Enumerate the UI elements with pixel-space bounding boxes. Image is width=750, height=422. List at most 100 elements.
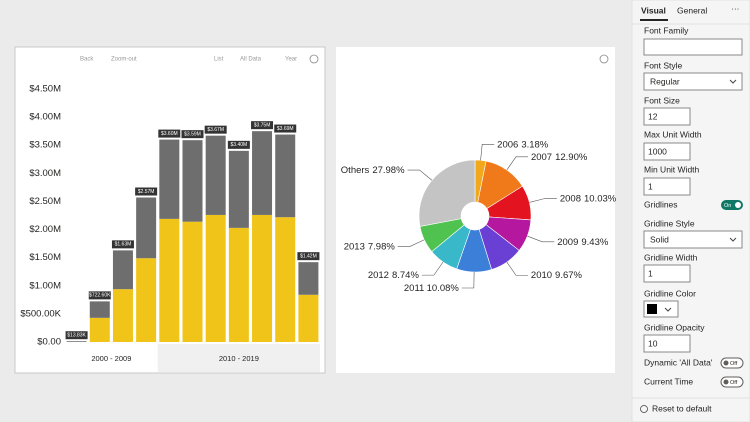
- leader-line: [506, 261, 528, 276]
- toggle-knob: [723, 360, 729, 366]
- leader-line: [480, 144, 495, 161]
- label: Max Unit Width: [644, 129, 702, 139]
- bar-segment: [298, 294, 319, 342]
- label: Min Unit Width: [644, 164, 700, 174]
- bar-segment: [228, 227, 249, 342]
- toolbar-list[interactable]: List: [214, 57, 224, 63]
- total-label-bg: [227, 140, 250, 149]
- bar-segment: [159, 218, 180, 342]
- slice-label: 2011 10.08%: [404, 283, 460, 294]
- label: Gridline Color: [644, 288, 696, 298]
- total-label: $3.40M: [231, 142, 248, 148]
- total-label: $3.67M: [207, 127, 224, 133]
- toolbar-zoom-out[interactable]: Zoom-out: [111, 57, 137, 63]
- toolbar-all-data[interactable]: All Data: [240, 57, 262, 63]
- label: Gridline Style: [644, 218, 695, 228]
- bar-segment: [159, 139, 180, 219]
- leader-line: [527, 235, 555, 243]
- y-tick-label: $1.00M: [29, 280, 61, 291]
- info-icon[interactable]: [309, 54, 319, 64]
- toggle-value: On: [724, 203, 731, 209]
- bar-segment: [136, 258, 157, 342]
- dropdown[interactable]: [643, 72, 743, 91]
- spinner[interactable]: [643, 107, 691, 126]
- spinner[interactable]: [643, 334, 691, 353]
- more-icon[interactable]: ···: [731, 3, 740, 13]
- slice-value: 7.98%: [368, 241, 395, 252]
- label: Font Style: [644, 60, 683, 70]
- bar-segment: [275, 217, 296, 342]
- total-label-bg: [297, 252, 320, 261]
- group-label: 2010 - 2019: [219, 354, 259, 363]
- slice-name: 2009: [557, 236, 578, 247]
- slice-name: 2008: [560, 193, 581, 204]
- toggle[interactable]: [720, 376, 744, 388]
- spinner[interactable]: [643, 177, 691, 196]
- slice-label: 2012 8.74%: [368, 270, 420, 281]
- slice-label: 2007 12.90%: [531, 151, 588, 162]
- total-label: $13.83K: [67, 333, 86, 339]
- total-label: $3.59M: [184, 131, 201, 137]
- toggle-knob: [723, 379, 729, 385]
- dropdown-value: Regular: [650, 76, 680, 86]
- y-tick-label: $1.50M: [29, 252, 61, 263]
- bar-segment: [89, 317, 110, 342]
- bar-segment: [66, 341, 87, 342]
- bar-segment: [252, 131, 273, 215]
- color-swatch: [647, 304, 657, 314]
- total-label: $1.63M: [115, 242, 132, 248]
- toggle-value: Off: [730, 380, 738, 386]
- y-tick-label: $3.50M: [29, 140, 61, 151]
- total-label-bg: [181, 130, 204, 139]
- bar-segment: [205, 214, 226, 342]
- bar-segment: [89, 301, 110, 318]
- dropdown[interactable]: [643, 230, 743, 249]
- leader-line: [461, 271, 475, 289]
- bar-segment: [182, 140, 203, 222]
- total-label-bg: [204, 125, 227, 134]
- help-icon[interactable]: [599, 54, 609, 64]
- tab-visual[interactable]: Visual: [641, 5, 666, 15]
- bar-segment: [252, 214, 273, 342]
- dropdown-value: Solid: [650, 234, 669, 244]
- toolbar-back[interactable]: Back: [80, 57, 94, 63]
- slice-name: Others: [341, 165, 370, 176]
- pie-hole: [461, 202, 489, 230]
- slice-name: 2010: [531, 270, 552, 281]
- toolbar-year[interactable]: Year: [285, 57, 297, 63]
- slice-label: 2008 10.03%: [560, 193, 617, 204]
- y-tick-label: $500.00K: [20, 308, 61, 319]
- total-label: $2.57M: [138, 189, 155, 195]
- slice-value: 9.43%: [581, 236, 608, 247]
- total-label-bg: [111, 240, 134, 249]
- slice-value: 10.08%: [427, 283, 460, 294]
- total-label-bg: [88, 291, 111, 300]
- total-label-bg: [251, 121, 274, 130]
- y-tick-label: $4.50M: [29, 84, 61, 95]
- spinner[interactable]: [643, 142, 691, 161]
- spinner-value: 1: [648, 181, 653, 191]
- chevron: [729, 79, 737, 84]
- slice-label: 2006 3.18%: [497, 139, 549, 150]
- text-input[interactable]: [643, 38, 743, 56]
- group-band: [157, 344, 320, 372]
- bar-segment: [182, 221, 203, 342]
- slice-name: 2013: [344, 241, 365, 252]
- label: Gridlines: [644, 199, 678, 209]
- bar-chart: Back Zoom-out List All Data Year $0.00 $5…: [20, 54, 320, 372]
- reset-button[interactable]: Reset to default: [652, 403, 712, 413]
- slice-name: 2011: [404, 283, 424, 294]
- slice-value: 9.67%: [555, 270, 582, 281]
- slice-value: 3.18%: [521, 139, 548, 150]
- tab-general[interactable]: General: [677, 5, 707, 15]
- toggle[interactable]: [720, 357, 744, 369]
- slice-label: Others 27.98%: [341, 165, 405, 176]
- spinner-value: 12: [648, 111, 658, 121]
- slice-name: 2012: [368, 270, 389, 281]
- y-tick-label: $3.00M: [29, 168, 61, 179]
- spinner[interactable]: [643, 264, 691, 283]
- total-label-bg: [135, 187, 158, 196]
- total-label: $3.69M: [277, 126, 294, 132]
- slice-value: 12.90%: [555, 151, 588, 162]
